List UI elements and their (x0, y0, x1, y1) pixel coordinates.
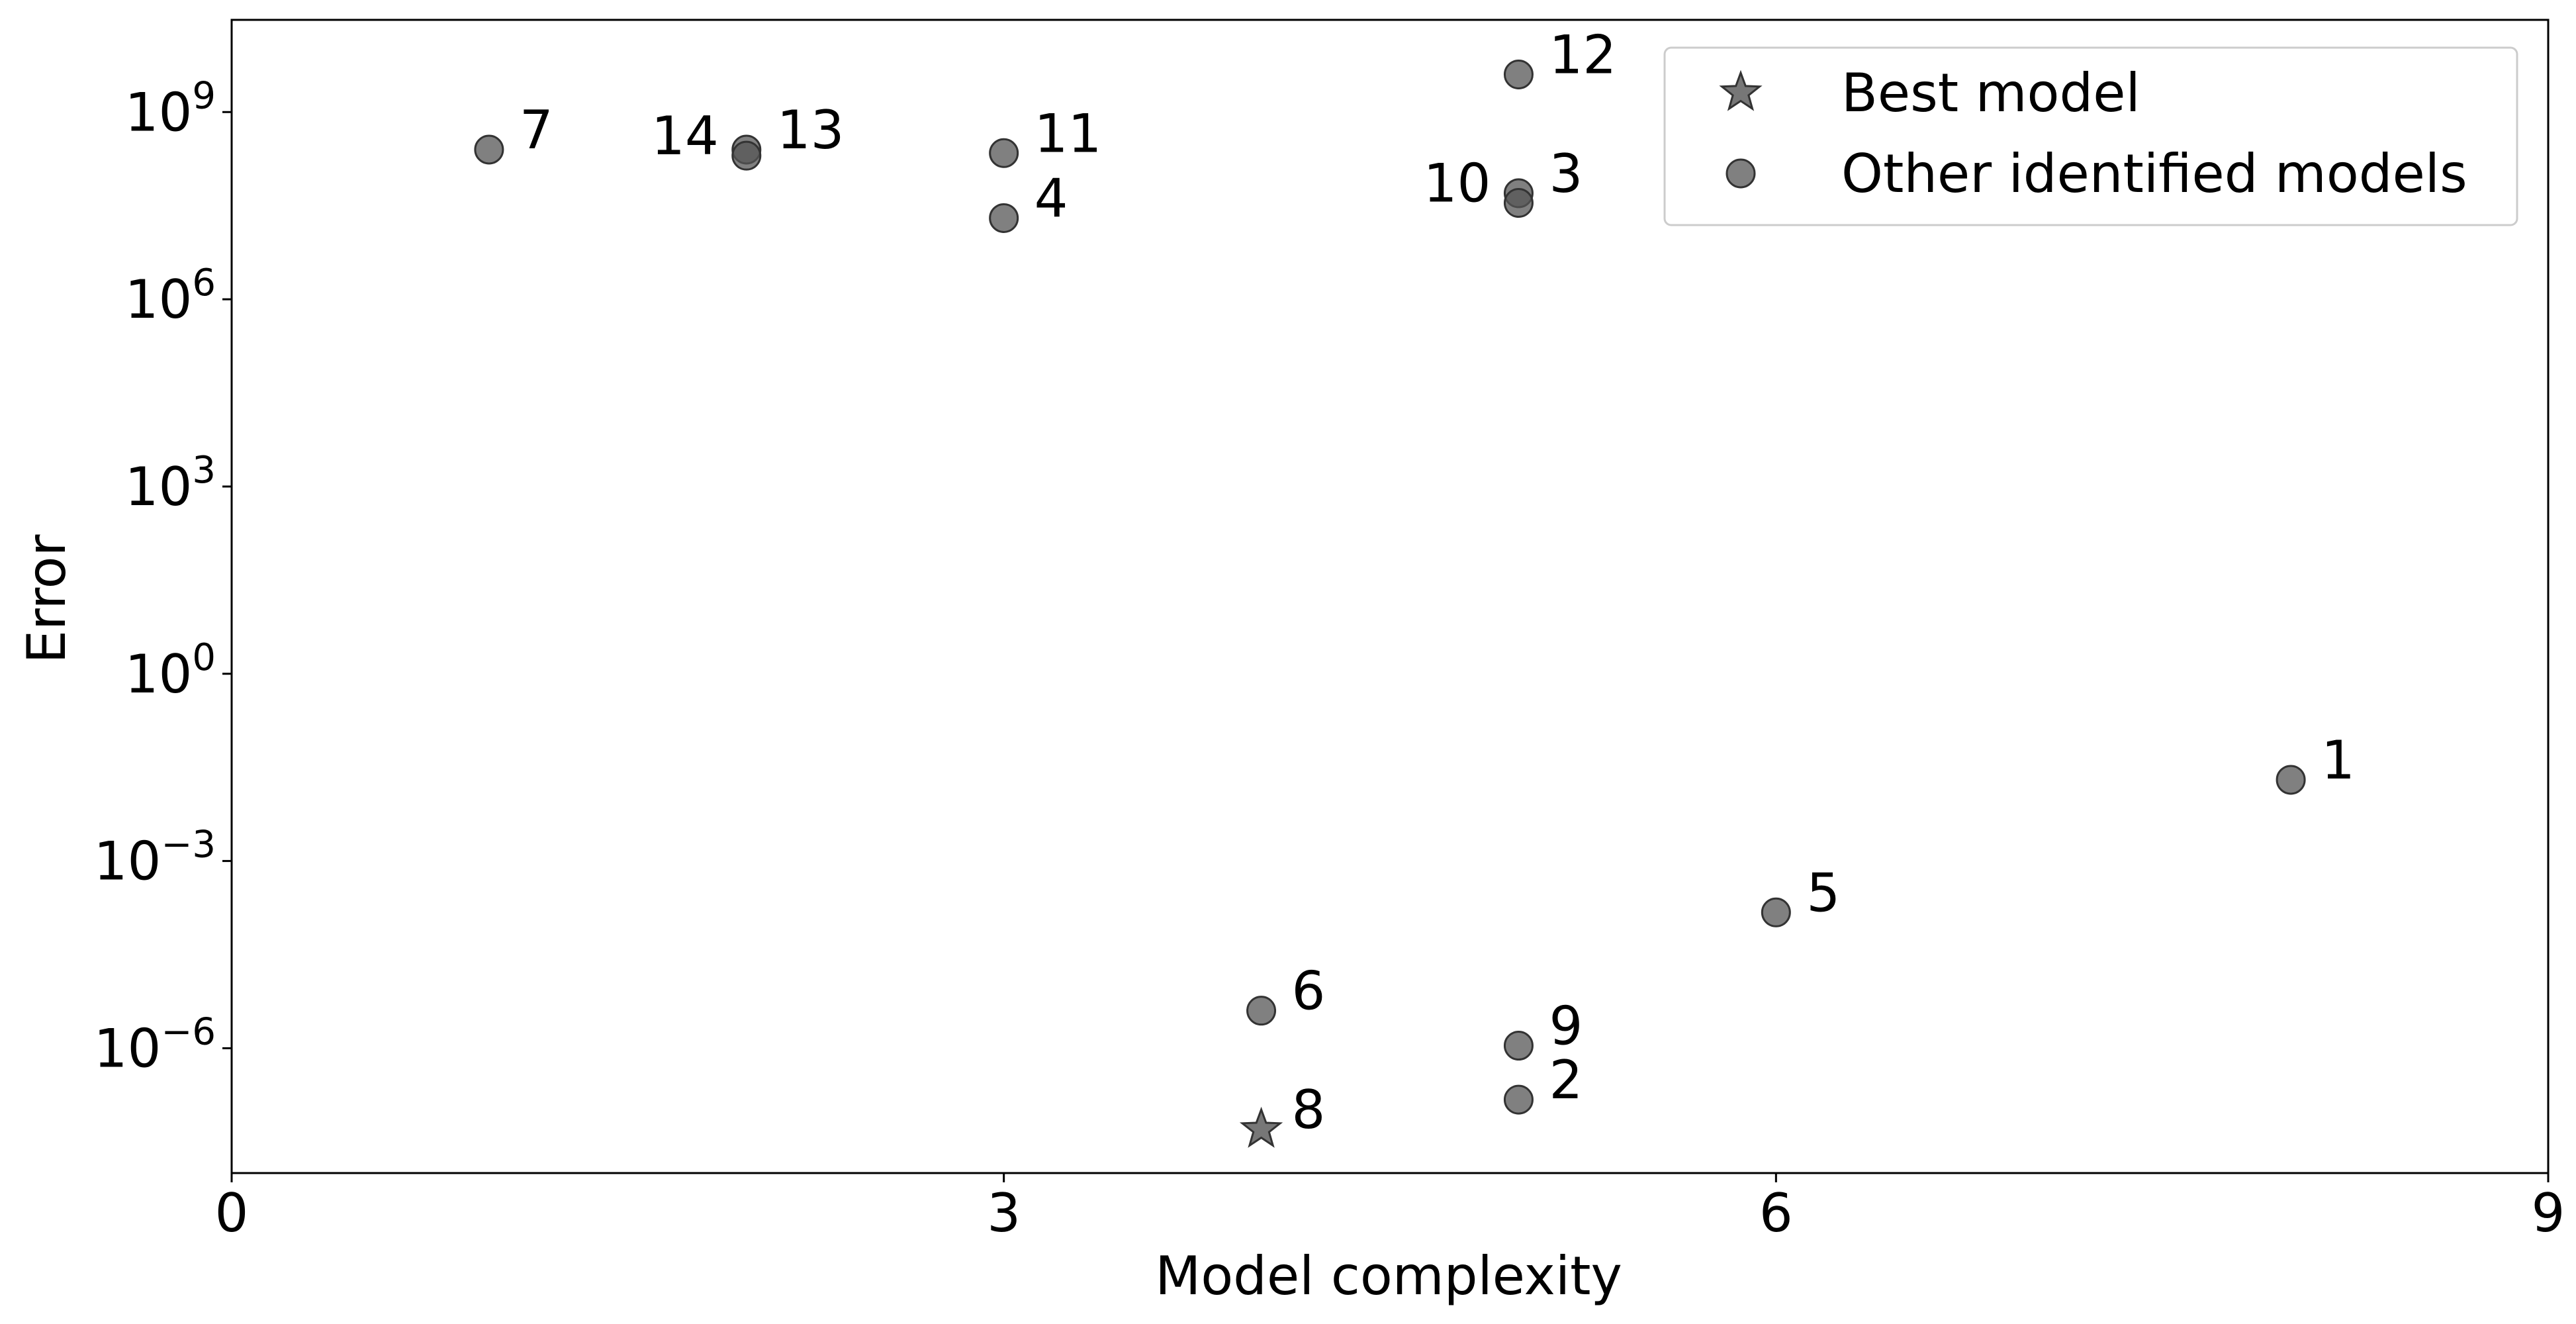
y-tick-label: 100 (125, 636, 216, 705)
point-label: 4 (1035, 167, 1068, 229)
plot-frame (230, 19, 2550, 1174)
point-label: 7 (520, 99, 553, 161)
model-point (1503, 59, 1534, 89)
x-tick-label: 6 (1759, 1182, 1793, 1244)
point-label: 10 (1424, 153, 1491, 214)
point-label: 9 (1549, 996, 1583, 1057)
model-point (1503, 188, 1534, 218)
y-tick-label: 109 (125, 74, 216, 143)
point-label: 14 (651, 105, 719, 167)
x-axis-label: Model complexity (1155, 1245, 1622, 1307)
point-label: 3 (1549, 143, 1583, 205)
y-tick-label: 103 (125, 449, 216, 518)
point-label: 11 (1035, 103, 1102, 164)
x-tick-label: 0 (215, 1182, 249, 1244)
point-label: 8 (1292, 1079, 1326, 1141)
model-point (1761, 897, 1791, 927)
legend: Best model Other identified models (1663, 46, 2518, 226)
model-point (1503, 1084, 1534, 1115)
data-points (474, 59, 2306, 1148)
model-point (989, 138, 1019, 168)
y-axis-label: Error (16, 534, 77, 663)
legend-label: Best model (1841, 62, 2140, 124)
x-axis-ticks: 0 3 6 9 (215, 1173, 2565, 1244)
model-point (1503, 1031, 1534, 1061)
best-model-point (1239, 1106, 1283, 1148)
y-tick-label: 10−3 (94, 824, 216, 892)
point-label: 1 (2321, 730, 2355, 791)
y-tick-label: 106 (125, 261, 216, 330)
model-point (731, 140, 762, 171)
model-point (989, 203, 1019, 233)
model-point (2276, 765, 2306, 795)
model-point (1246, 996, 1277, 1026)
x-tick-label: 9 (2532, 1182, 2565, 1244)
point-label: 5 (1806, 862, 1840, 923)
point-label: 2 (1549, 1049, 1583, 1111)
y-axis-ticks: 10−6 10−3 100 103 106 109 (94, 74, 232, 1079)
point-label: 13 (777, 99, 845, 161)
legend-circle-marker (1725, 158, 1756, 189)
legend-label: Other identified models (1841, 143, 2467, 205)
x-tick-label: 3 (987, 1182, 1021, 1244)
model-point (474, 134, 504, 165)
legend-star-marker (1719, 70, 1763, 111)
point-label: 12 (1549, 24, 1616, 85)
legend-box (1663, 46, 2518, 226)
y-tick-label: 10−6 (94, 1010, 216, 1079)
point-label: 6 (1292, 961, 1326, 1022)
